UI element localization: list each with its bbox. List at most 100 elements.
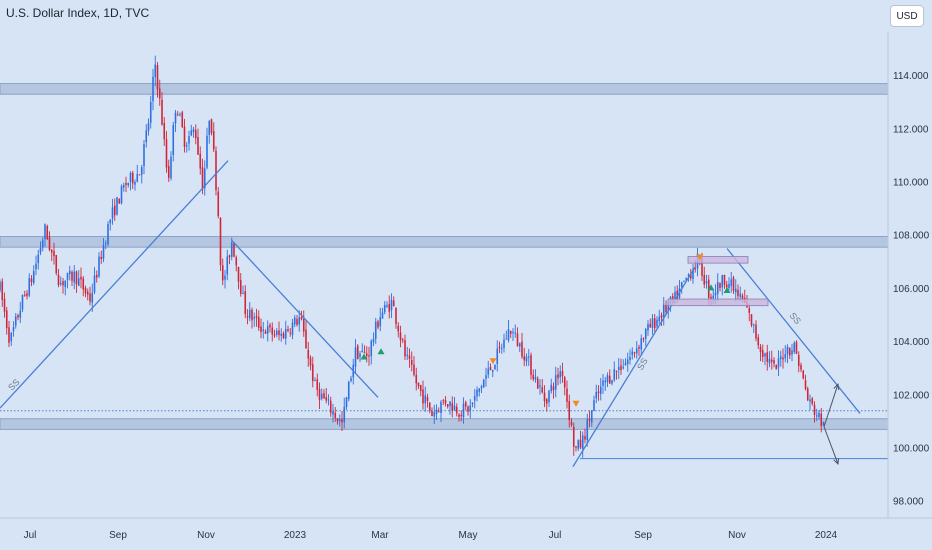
candle: [545, 397, 548, 412]
candle: [86, 288, 89, 301]
y-axis-ticks: 98.000 100.000 102.000 104.000 106.000 108.00…: [893, 71, 930, 508]
candle: [784, 345, 787, 363]
candle: [563, 375, 566, 396]
candle: [390, 293, 393, 319]
candle: [374, 317, 377, 345]
candle: [503, 333, 505, 353]
support-resistance-zones: [0, 83, 889, 430]
candle: [363, 345, 366, 354]
candle: [599, 377, 602, 401]
candle: [750, 314, 753, 328]
candle: [57, 269, 60, 288]
candle: [1, 278, 4, 307]
x-tick-label: Jul: [24, 530, 37, 541]
candle: [354, 339, 357, 374]
candle: [350, 375, 352, 383]
candle: [82, 276, 85, 297]
candle: [496, 340, 499, 372]
candle: [732, 275, 735, 294]
candle: [53, 242, 55, 265]
candle: [224, 269, 226, 289]
candle: [453, 396, 456, 411]
candle: [329, 396, 332, 417]
candle: [320, 388, 323, 401]
candle: [721, 274, 724, 296]
candle: [289, 328, 292, 337]
x-tick-label: Jul: [549, 530, 562, 541]
candle: [446, 404, 449, 409]
candle: [791, 343, 793, 362]
x-tick-label: 2024: [815, 530, 838, 541]
candle: [622, 359, 625, 370]
candle: [455, 403, 458, 417]
candle: [572, 422, 575, 456]
candle: [536, 376, 539, 389]
candle: [800, 362, 802, 373]
candle: [359, 351, 361, 363]
candle: [46, 224, 49, 240]
candle: [755, 320, 757, 342]
candle: [55, 254, 58, 276]
candle: [62, 277, 64, 294]
trendlines: SS SS SS: [0, 160, 861, 467]
candle: [273, 329, 276, 338]
candle: [203, 160, 206, 196]
candle: [379, 307, 382, 332]
candles: [0, 55, 825, 458]
x-tick-label: Sep: [109, 530, 127, 541]
candle: [505, 330, 508, 340]
candle: [530, 352, 532, 380]
candle: [615, 370, 618, 380]
currency-button[interactable]: USD: [890, 5, 924, 27]
candle: [50, 248, 53, 262]
candle: [683, 280, 685, 283]
candle: [635, 341, 638, 359]
candle: [593, 395, 595, 412]
candle: [516, 327, 519, 347]
candle: [206, 127, 208, 170]
candle: [269, 322, 271, 333]
candle: [80, 267, 82, 289]
candle: [368, 346, 370, 366]
candle: [473, 389, 476, 409]
candle: [748, 303, 751, 322]
candle: [590, 409, 593, 427]
candle: [566, 380, 568, 409]
candle: [786, 344, 789, 364]
candle: [570, 418, 573, 427]
candle: [626, 352, 629, 372]
candle: [595, 384, 598, 404]
candle: [323, 389, 325, 399]
candle: [489, 363, 492, 371]
candle: [575, 446, 577, 452]
chart-title: U.S. Dollar Index, 1D, TVC: [6, 6, 150, 20]
candle: [737, 284, 739, 300]
projection-arrow-0: [823, 383, 840, 427]
candle: [397, 322, 400, 338]
candle: [811, 396, 814, 406]
candle: [77, 270, 80, 287]
candle: [129, 171, 132, 191]
candle: [820, 408, 823, 433]
candle: [165, 131, 168, 173]
candle: [624, 358, 627, 366]
candle: [482, 378, 485, 388]
candle: [480, 384, 483, 393]
candle: [761, 344, 764, 363]
candle: [806, 386, 809, 402]
candle: [32, 265, 35, 285]
candle: [381, 307, 384, 319]
candle: [649, 318, 652, 328]
candle: [451, 396, 454, 418]
candle: [449, 401, 451, 415]
candle: [651, 314, 654, 335]
candle: [730, 271, 733, 293]
y-tick-label: 112.000: [893, 124, 929, 135]
candle: [172, 121, 175, 162]
candle: [631, 347, 634, 360]
candle: [554, 366, 557, 398]
candle: [678, 280, 681, 300]
candle: [271, 322, 274, 342]
candle: [332, 403, 334, 423]
